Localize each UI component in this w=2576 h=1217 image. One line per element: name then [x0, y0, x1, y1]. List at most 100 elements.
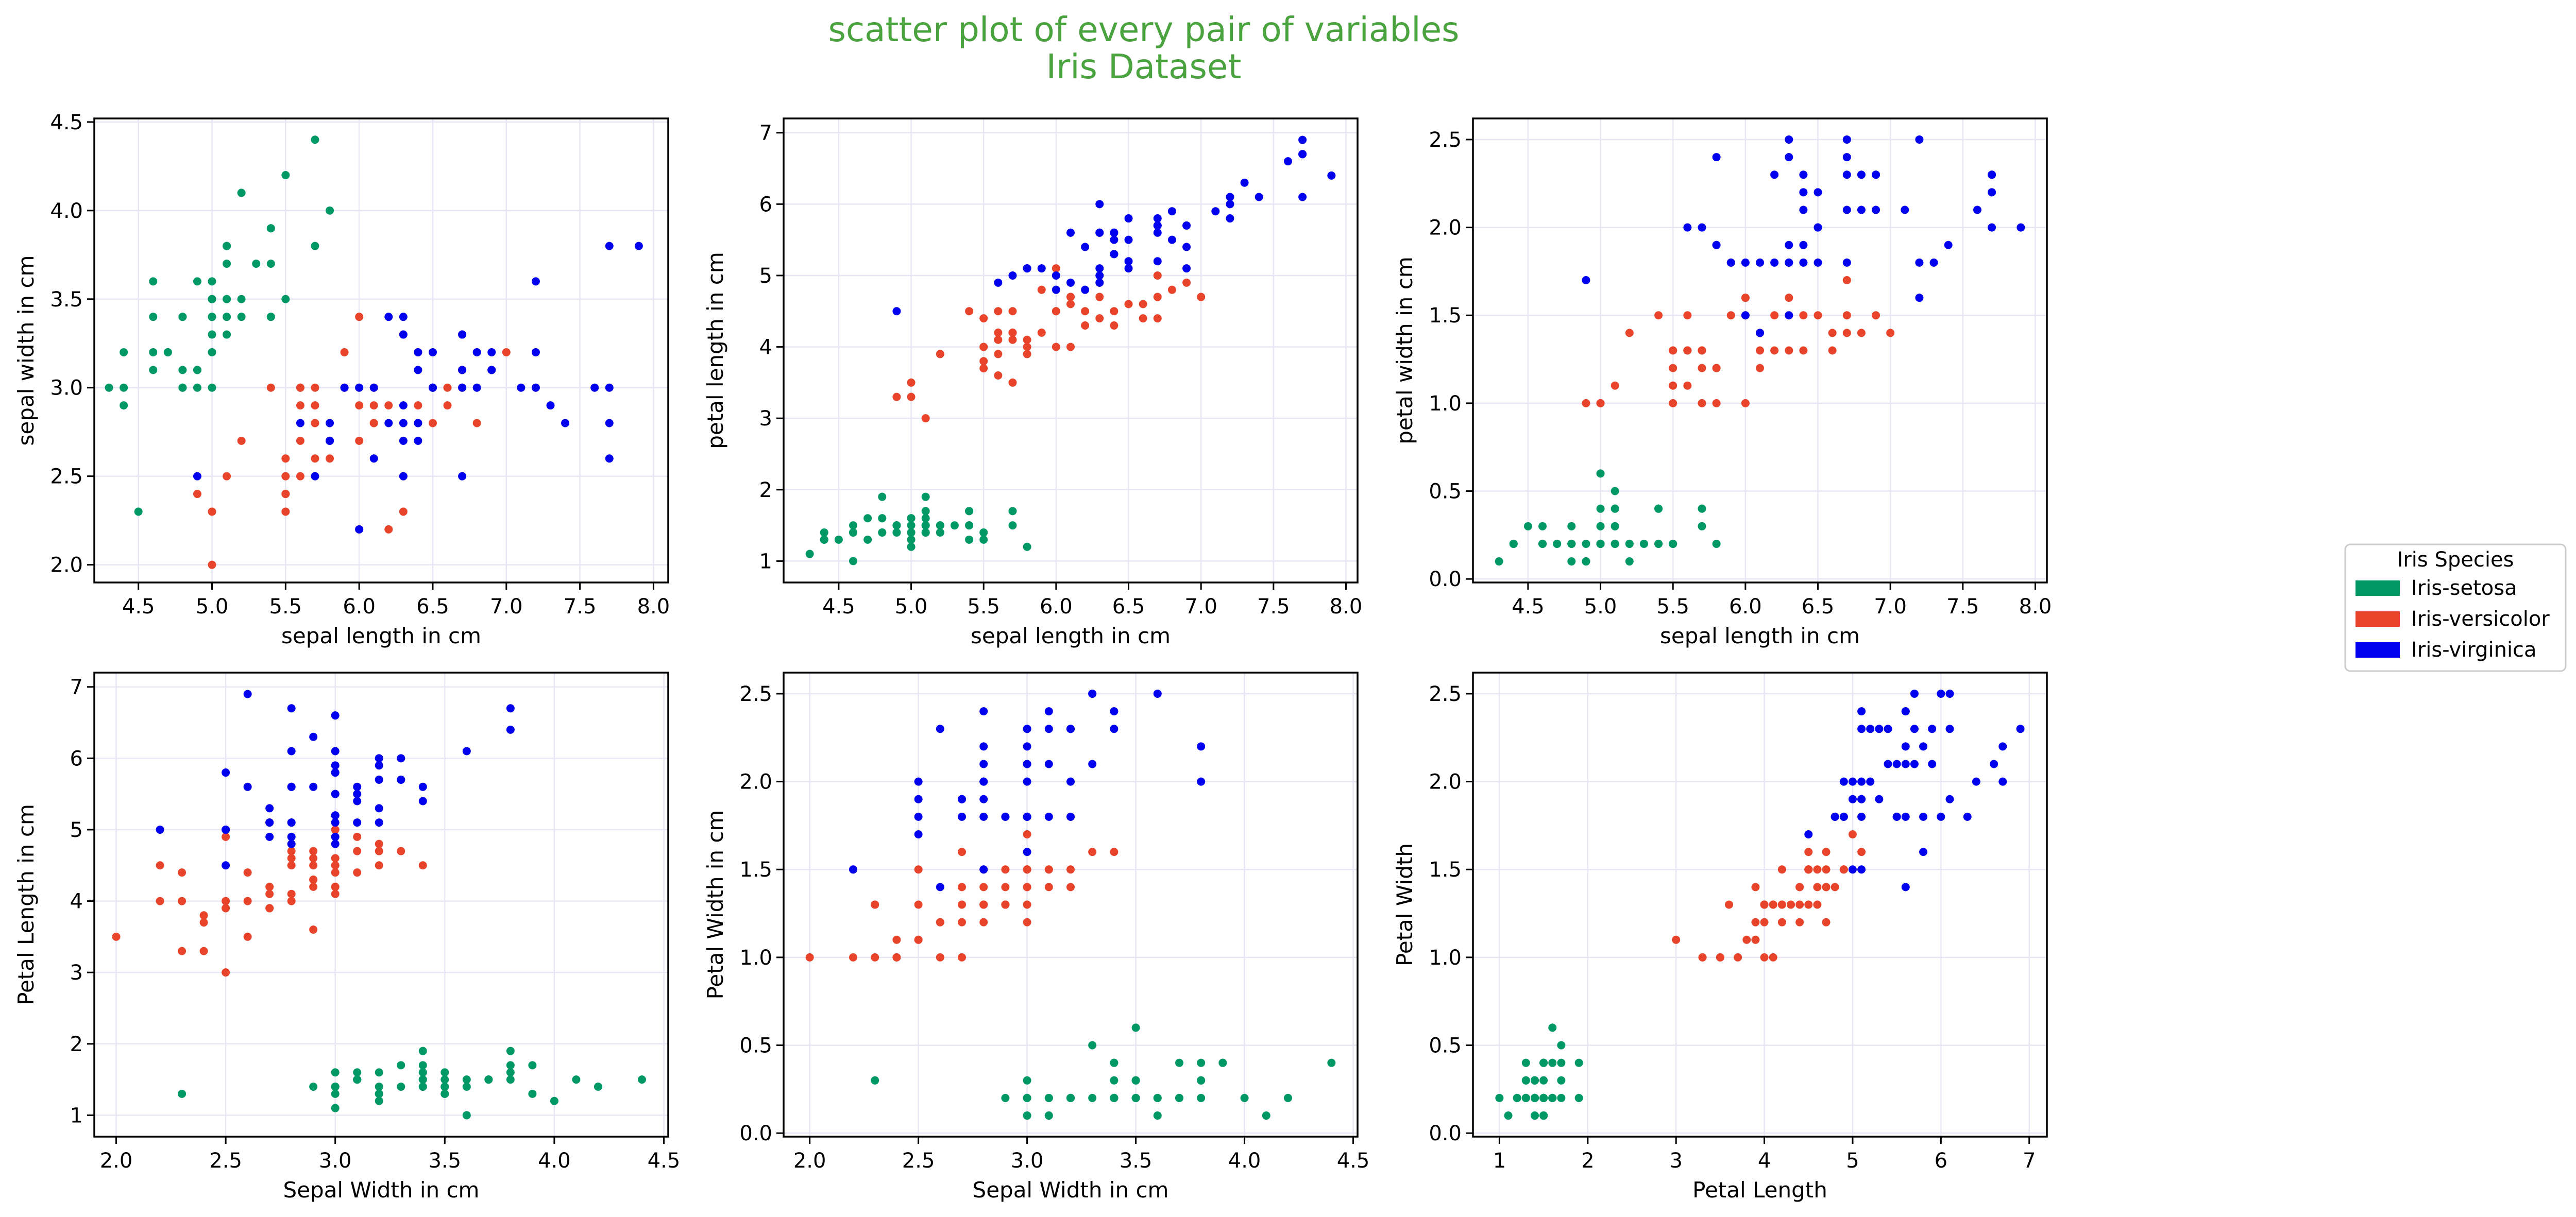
data-point: [384, 419, 393, 427]
data-point: [1131, 1076, 1140, 1085]
data-point: [1240, 1093, 1249, 1102]
data-point: [936, 528, 944, 537]
data-point: [1008, 271, 1017, 280]
data-point: [1712, 241, 1721, 249]
y-tick-label: 7: [759, 122, 772, 145]
data-point: [1509, 539, 1518, 548]
data-point: [1008, 307, 1017, 316]
data-point: [2016, 223, 2025, 232]
data-point: [528, 1089, 537, 1098]
data-point: [1760, 953, 1769, 962]
data-point: [1095, 264, 1104, 273]
data-point: [1023, 918, 1031, 927]
data-point: [1901, 205, 1909, 214]
x-tick-label: 3.0: [319, 1149, 352, 1173]
data-point: [399, 419, 408, 427]
data-point: [1567, 522, 1576, 530]
data-point: [193, 490, 201, 499]
data-point: [375, 761, 383, 770]
data-point: [1919, 742, 1928, 751]
data-point: [1523, 522, 1532, 530]
data-point: [531, 277, 540, 286]
data-point: [1001, 900, 1010, 909]
data-point: [1813, 865, 1822, 874]
data-point: [994, 371, 1003, 380]
data-point: [1822, 918, 1831, 927]
data-point: [375, 847, 383, 855]
data-point: [1001, 883, 1010, 892]
data-point: [1654, 504, 1663, 513]
data-point: [1785, 135, 1793, 144]
data-point: [1095, 228, 1104, 237]
x-tick-label: 3.5: [1120, 1149, 1153, 1173]
data-point: [1785, 153, 1793, 162]
y-tick-label: 0.5: [1429, 480, 1462, 504]
x-tick-label: 4.0: [1228, 1149, 1261, 1173]
legend-swatch: [2355, 642, 2400, 658]
series-iris-versicolor: [112, 818, 427, 977]
data-point: [1842, 170, 1851, 179]
data-point: [1901, 883, 1910, 892]
data-point: [907, 528, 916, 537]
data-point: [994, 328, 1003, 337]
data-point: [1756, 346, 1764, 355]
data-point: [1081, 321, 1090, 330]
data-point: [979, 777, 988, 786]
data-point: [1669, 399, 1677, 407]
data-point: [1857, 725, 1866, 733]
data-point: [1963, 812, 1972, 821]
data-point: [994, 335, 1003, 344]
series-iris-virginica: [1582, 135, 2025, 337]
data-point: [958, 918, 967, 927]
data-point: [353, 847, 362, 855]
data-point: [375, 1082, 383, 1091]
data-point: [1066, 812, 1075, 821]
data-point: [958, 900, 967, 909]
data-point: [326, 206, 334, 215]
data-point: [1756, 258, 1764, 267]
grid-lines: [784, 118, 1358, 582]
data-point: [331, 1104, 340, 1112]
data-point: [1255, 193, 1263, 201]
data-point: [1799, 170, 1808, 179]
data-point: [1538, 522, 1547, 530]
data-point: [1698, 522, 1706, 530]
data-point: [849, 557, 858, 565]
data-point: [149, 277, 158, 286]
data-point: [502, 348, 511, 356]
series-iris-versicolor: [1672, 812, 1866, 962]
data-point: [1211, 207, 1220, 216]
data-point: [914, 777, 923, 786]
data-point: [331, 889, 340, 898]
data-point: [1712, 364, 1721, 372]
data-point: [1539, 1076, 1548, 1085]
data-point: [1001, 1093, 1010, 1102]
data-point: [1548, 1023, 1557, 1032]
y-tick-label: 2.5: [1429, 682, 1462, 706]
data-point: [331, 868, 340, 877]
data-point: [458, 472, 467, 481]
grid-lines: [1473, 673, 2047, 1137]
data-point: [878, 514, 887, 523]
data-point: [921, 521, 930, 530]
data-point: [309, 854, 318, 863]
data-point: [994, 278, 1003, 287]
data-point: [1066, 865, 1075, 874]
data-point: [1822, 865, 1831, 874]
data-point: [1539, 1093, 1548, 1102]
data-point: [1799, 205, 1808, 214]
ticks: 1 2 3 4 5 6 7 0.0 0.5 1.0 1.5 2.0 2.5: [1429, 682, 2036, 1173]
data-point: [979, 900, 988, 909]
legend-swatch: [2355, 611, 2400, 627]
data-point: [1023, 883, 1031, 892]
data-point: [1226, 214, 1234, 223]
y-tick-label: 5: [759, 264, 772, 288]
data-point: [1777, 900, 1786, 909]
data-point: [414, 348, 422, 356]
x-tick-label: 5.5: [967, 595, 1000, 619]
data-point: [281, 295, 290, 303]
data-point: [199, 911, 208, 920]
legend-label: Iris-virginica: [2411, 638, 2537, 662]
data-point: [805, 550, 814, 558]
x-axis-label: Petal Length: [1692, 1177, 1827, 1203]
